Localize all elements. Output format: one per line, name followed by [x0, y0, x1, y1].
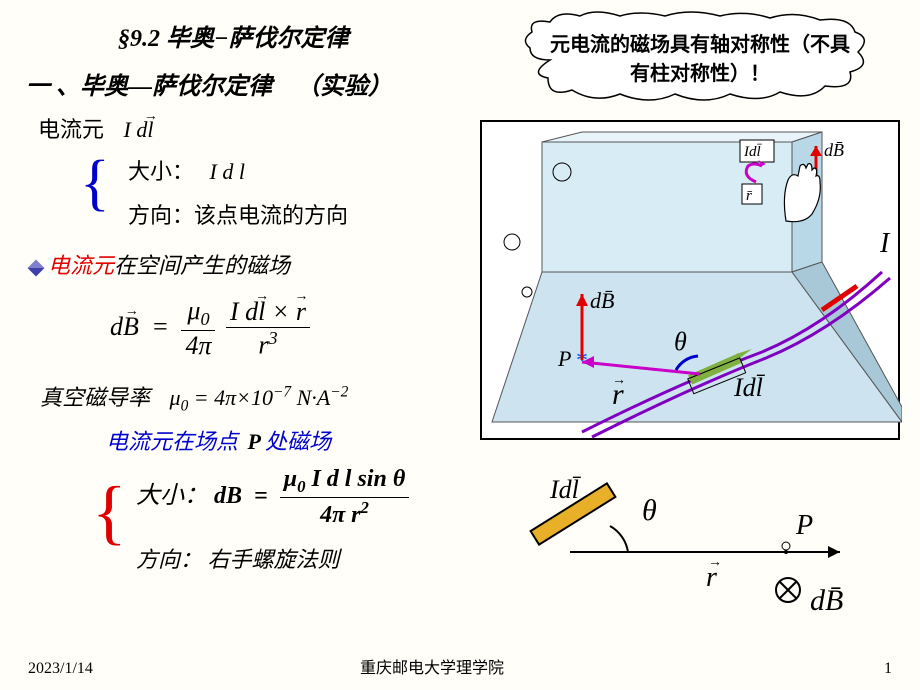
- hand-rule-inset: Idl̄ r̄ dB̄: [738, 136, 858, 226]
- brace-2: {: [92, 476, 127, 548]
- at-p-line: 电流元在场点 P处磁场: [106, 424, 331, 456]
- subsection-title: 一 、毕奥—萨伐尔定律 （实验）: [26, 66, 392, 101]
- field-line: 电流元在空间产生的磁场: [30, 248, 290, 280]
- cloud-text: 元电流的磁场具有轴对称性（不具有柱对称性）！: [550, 28, 850, 86]
- bottom-diagram: Idl̄ θ P r → dB̄: [510, 462, 900, 632]
- biot-savart-eq: dB→ = μ0 4π I dl→ × r→ r3: [110, 296, 310, 361]
- magnitude-eq: 大小： dB = μ0 I d l sin θ 4π r2: [136, 466, 409, 529]
- svg-text:I: I: [879, 228, 891, 259]
- bullet-icon: [28, 259, 45, 276]
- svg-text:dB̄: dB̄: [810, 584, 843, 617]
- svg-text:θ: θ: [674, 327, 687, 356]
- sub-name: 、毕奥—萨伐尔定律: [56, 74, 272, 100]
- svg-text:Idl̄: Idl̄: [733, 373, 766, 402]
- svg-text:Idl̄: Idl̄: [549, 475, 582, 504]
- svg-text:θ: θ: [642, 494, 657, 527]
- svg-text:P: P: [557, 346, 571, 371]
- footer-page: 1: [884, 660, 892, 678]
- permeability-line: 真空磁导率 μ0 = 4π×10−7 N·A−2: [40, 380, 348, 415]
- direction-line: 方向：该点电流的方向: [128, 198, 348, 230]
- svg-text:P: P: [795, 510, 813, 541]
- section-title: §9.2 毕奥−萨伐尔定律: [118, 18, 349, 53]
- svg-text:Idl̄: Idl̄: [743, 144, 762, 160]
- svg-text:→: →: [708, 555, 722, 570]
- sub-note: （实验）: [296, 74, 392, 100]
- section-name: 毕奥−萨伐尔定律: [166, 26, 349, 52]
- diagram-3d: P * dB̄ θ r → Idl̄ I Idl̄ r̄ dB̄: [480, 120, 900, 440]
- svg-text:dB̄: dB̄: [590, 288, 614, 313]
- svg-text:r̄: r̄: [746, 188, 752, 204]
- current-element-label: 电流元 I dl→: [38, 112, 153, 144]
- sub-no: 一: [26, 74, 50, 100]
- brace-1: {: [80, 152, 110, 214]
- footer-date: 2023/1/14: [28, 660, 93, 678]
- direction-rhr: 方向： 右手螺旋法则: [136, 542, 340, 574]
- size-line: 大小： I d l: [128, 154, 245, 186]
- svg-text:→: →: [612, 373, 626, 388]
- section-no: §9.2: [118, 26, 160, 52]
- svg-text:dB̄: dB̄: [824, 140, 844, 160]
- footer-institution: 重庆邮电大学理学院: [360, 654, 504, 678]
